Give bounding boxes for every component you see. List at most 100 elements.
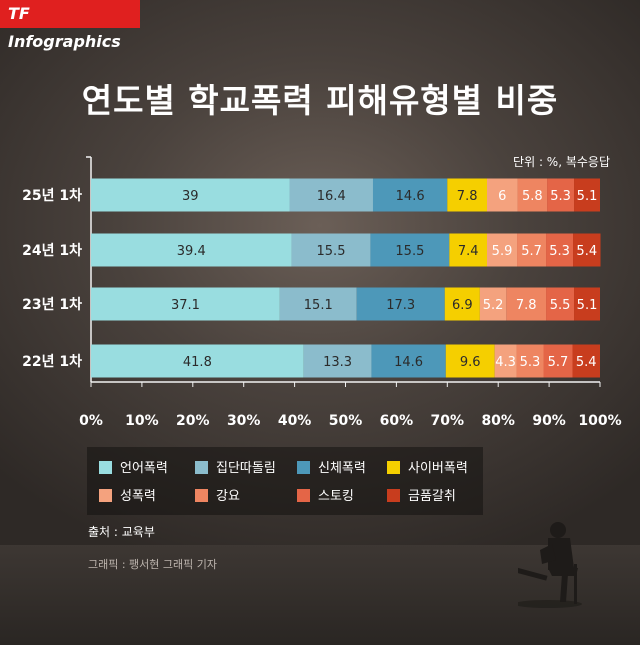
data-label: 5.5 (550, 298, 571, 313)
data-label: 7.4 (458, 244, 479, 259)
data-label: 5.1 (577, 189, 598, 204)
legend-label: 강요 (216, 489, 240, 504)
legend-swatch (387, 461, 400, 474)
source-note: 출처 : 교육부 (88, 525, 155, 539)
bar-segment (91, 233, 292, 267)
data-label: 9.6 (460, 355, 481, 370)
bar-segment (291, 233, 371, 267)
bar-segment (572, 344, 600, 378)
x-tick-label: 90% (532, 413, 566, 429)
data-label: 5.1 (577, 298, 598, 313)
data-label: 13.3 (323, 355, 352, 370)
bar-segment (573, 233, 601, 267)
bar-segment (279, 287, 357, 321)
data-label: 5.4 (576, 244, 597, 259)
bar-segment (543, 344, 573, 378)
category-label: 25년 1차 (22, 188, 82, 204)
unit-note: 단위 : %, 복수응답 (513, 155, 610, 169)
bar-segment (506, 287, 547, 321)
legend-item: 신체폭력 (297, 457, 366, 476)
category-label: 22년 1차 (22, 354, 82, 370)
data-label: 5.3 (520, 355, 541, 370)
data-label: 14.6 (396, 189, 425, 204)
bar-segment (444, 287, 480, 321)
bar-segment (445, 344, 495, 378)
data-label: 5.7 (521, 244, 542, 259)
bar-segment (303, 344, 372, 378)
legend-item: 성폭력 (99, 485, 156, 504)
legend-label: 신체폭력 (318, 461, 366, 476)
data-label: 15.5 (395, 244, 424, 259)
legend-swatch (99, 489, 112, 502)
x-tick-label: 70% (431, 413, 465, 429)
bar-segment (487, 178, 518, 212)
legend-item: 스토킹 (297, 485, 354, 504)
legend-label: 성폭력 (120, 489, 156, 504)
background-floor (0, 545, 640, 645)
graphic-credit: 그래픽 : 팽서현 그래픽 기자 (88, 558, 218, 571)
x-tick-label: 40% (278, 413, 312, 429)
legend-label: 사이버폭력 (408, 461, 468, 476)
data-label: 41.8 (183, 355, 212, 370)
data-label: 5.2 (483, 298, 504, 313)
x-tick-label: 100% (578, 413, 621, 429)
legend-swatch (297, 461, 310, 474)
data-label: 7.8 (516, 298, 537, 313)
data-label: 6 (498, 189, 506, 204)
brand-logo: TF Infographics (0, 0, 140, 51)
data-label: 5.3 (550, 189, 571, 204)
bar-segment (371, 344, 446, 378)
bar-segment (289, 178, 373, 212)
x-tick-label: 60% (380, 413, 414, 429)
x-tick-label: 20% (176, 413, 210, 429)
data-label: 39.4 (177, 244, 206, 259)
data-label: 5.8 (522, 189, 543, 204)
data-label: 15.5 (317, 244, 346, 259)
legend-item: 사이버폭력 (387, 457, 468, 476)
legend-label: 언어폭력 (120, 461, 168, 476)
bar-segment (91, 287, 280, 321)
data-label: 5.7 (548, 355, 569, 370)
bar-segment (574, 178, 600, 212)
legend-swatch (195, 489, 208, 502)
chart-title: 연도별 학교폭력 피해유형별 비중 (81, 81, 559, 120)
x-tick-label: 80% (481, 413, 515, 429)
bar-segment (517, 233, 547, 267)
x-tick-label: 50% (329, 413, 363, 429)
data-label: 17.3 (386, 298, 415, 313)
legend-swatch (99, 461, 112, 474)
bar-segment (372, 178, 448, 212)
data-label: 14.6 (394, 355, 423, 370)
bar-segment (546, 233, 574, 267)
bar-segment (494, 344, 517, 378)
bar-segment (546, 287, 575, 321)
bar-segment (487, 233, 518, 267)
data-label: 5.9 (492, 244, 513, 259)
bar-segment (91, 178, 290, 212)
legend-swatch (387, 489, 400, 502)
legend-item: 집단따돌림 (195, 457, 276, 476)
sitting-student-illustration (518, 522, 582, 608)
data-label: 16.4 (317, 189, 346, 204)
data-label: 7.8 (457, 189, 478, 204)
bar-segment (547, 178, 575, 212)
bar-segment (449, 233, 488, 267)
bar-segment (479, 287, 507, 321)
data-label: 15.1 (304, 298, 333, 313)
data-label: 39 (182, 189, 199, 204)
data-label: 37.1 (171, 298, 200, 313)
bar-segment (91, 344, 304, 378)
x-tick-label: 30% (227, 413, 261, 429)
legend-item: 언어폭력 (99, 457, 168, 476)
data-label: 5.4 (576, 355, 597, 370)
category-label: 23년 1차 (22, 297, 82, 313)
legend-label: 스토킹 (318, 489, 354, 504)
data-label: 6.9 (452, 298, 473, 313)
category-label: 24년 1차 (22, 243, 82, 259)
legend-label: 집단따돌림 (216, 461, 276, 476)
legend-item: 금품갈취 (387, 485, 456, 504)
data-label: 4.3 (495, 355, 516, 370)
legend-swatch (195, 461, 208, 474)
bar-segment (356, 287, 445, 321)
data-label: 5.3 (549, 244, 570, 259)
